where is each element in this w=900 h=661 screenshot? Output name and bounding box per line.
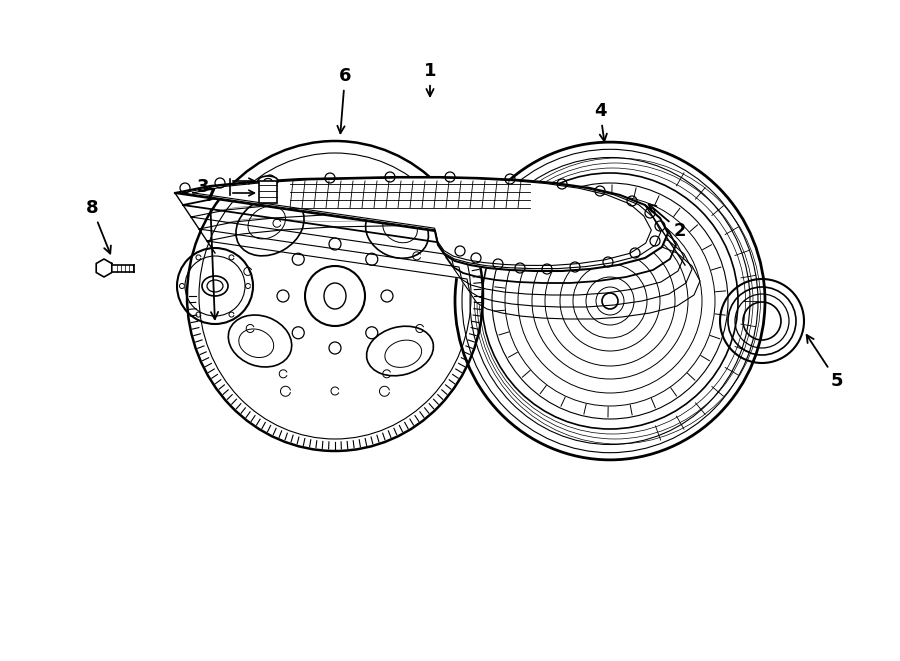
Bar <box>259 181 277 203</box>
Text: 6: 6 <box>338 67 351 134</box>
Circle shape <box>482 173 738 429</box>
Polygon shape <box>191 201 684 295</box>
Polygon shape <box>199 213 692 307</box>
Polygon shape <box>96 259 112 277</box>
Text: 2: 2 <box>649 204 686 240</box>
Polygon shape <box>175 177 668 271</box>
Text: 7: 7 <box>203 187 218 319</box>
Text: 3: 3 <box>197 178 209 196</box>
Text: 5: 5 <box>806 335 843 390</box>
Text: 4: 4 <box>594 102 607 141</box>
Text: 1: 1 <box>424 62 436 97</box>
Ellipse shape <box>258 176 278 186</box>
Polygon shape <box>183 189 676 283</box>
Polygon shape <box>207 225 700 319</box>
Text: 8: 8 <box>86 199 111 254</box>
Ellipse shape <box>187 141 483 451</box>
